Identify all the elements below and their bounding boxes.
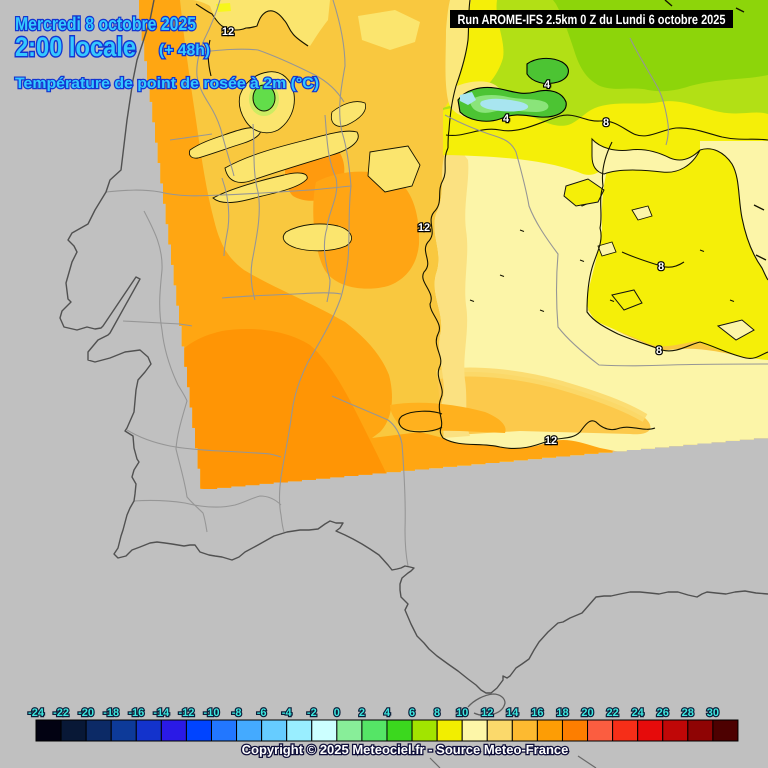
svg-text:-14: -14	[153, 707, 170, 719]
svg-text:Mercredi 8 octobre 2025: Mercredi 8 octobre 2025	[15, 13, 196, 34]
svg-text:10: 10	[456, 707, 468, 719]
svg-text:2: 2	[359, 707, 365, 719]
svg-text:-8: -8	[232, 707, 242, 719]
svg-text:-10: -10	[204, 707, 220, 719]
svg-text:12: 12	[481, 707, 493, 719]
svg-text:-22: -22	[53, 707, 69, 719]
svg-text:Run AROME-IFS 2.5km 0 Z du Lun: Run AROME-IFS 2.5km 0 Z du Lundi 6 octob…	[458, 12, 726, 27]
svg-text:22: 22	[606, 707, 618, 719]
svg-text:-12: -12	[178, 707, 194, 719]
svg-text:0: 0	[334, 707, 340, 719]
svg-text:18: 18	[556, 707, 568, 719]
svg-text:26: 26	[657, 707, 669, 719]
svg-text:-6: -6	[257, 707, 267, 719]
svg-text:-18: -18	[103, 707, 119, 719]
svg-text:20: 20	[581, 707, 593, 719]
svg-text:14: 14	[506, 707, 519, 719]
svg-text:6: 6	[409, 707, 415, 719]
svg-text:2:00 locale: 2:00 locale	[15, 32, 136, 62]
svg-text:Température de point de rosée: Température de point de rosée à 2m (°C)	[15, 75, 319, 92]
svg-text:8: 8	[434, 707, 440, 719]
svg-text:24: 24	[632, 707, 645, 719]
svg-text:Copyright © 2025 Meteociel.fr: Copyright © 2025 Meteociel.fr - Source M…	[242, 742, 569, 757]
svg-text:(+ 48h): (+ 48h)	[159, 42, 210, 59]
svg-text:-16: -16	[128, 707, 144, 719]
svg-text:28: 28	[682, 707, 694, 719]
svg-text:8: 8	[656, 345, 662, 357]
svg-text:4: 4	[544, 79, 551, 91]
svg-text:8: 8	[658, 261, 664, 273]
svg-text:8: 8	[603, 117, 609, 129]
svg-text:4: 4	[384, 707, 391, 719]
svg-text:12: 12	[545, 435, 557, 447]
svg-text:-20: -20	[78, 707, 94, 719]
svg-text:12: 12	[222, 26, 234, 38]
svg-text:-4: -4	[282, 707, 293, 719]
svg-text:16: 16	[531, 707, 543, 719]
svg-text:30: 30	[707, 707, 719, 719]
svg-text:-2: -2	[307, 707, 317, 719]
svg-text:-24: -24	[28, 707, 45, 719]
svg-text:12: 12	[418, 222, 430, 234]
svg-text:4: 4	[503, 113, 510, 125]
